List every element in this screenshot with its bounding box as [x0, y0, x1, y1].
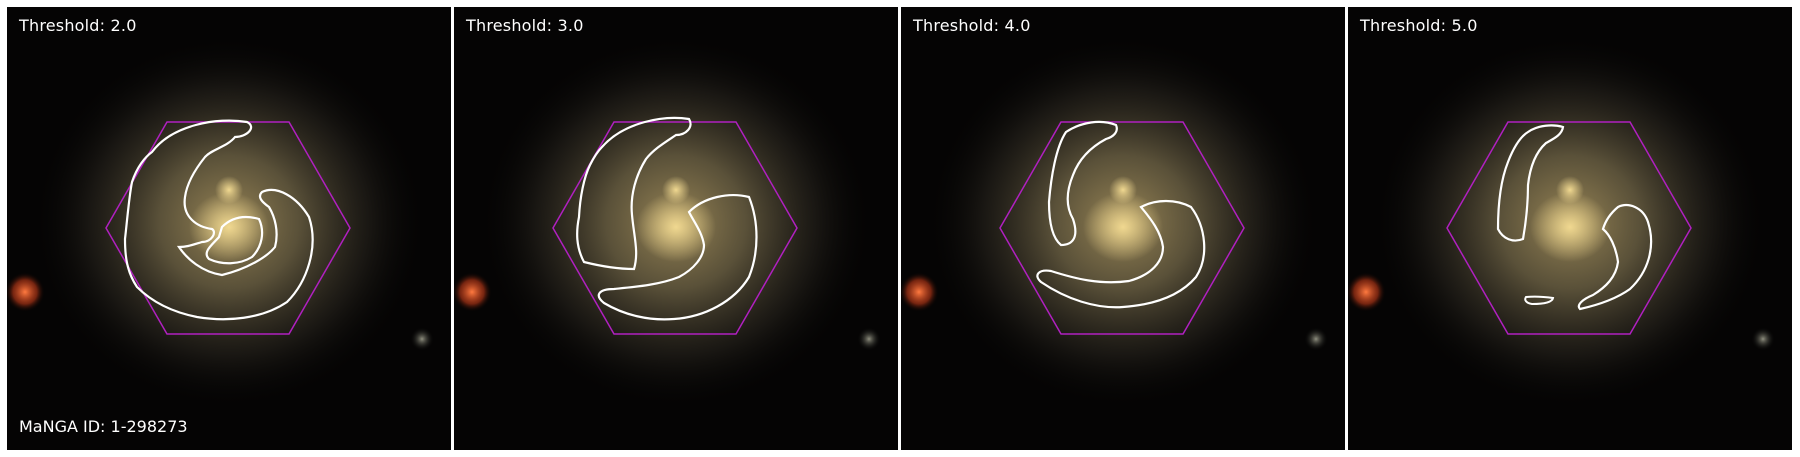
ifu-hexagon — [105, 121, 351, 335]
threshold-label: Threshold: 5.0 — [1360, 16, 1478, 35]
contour — [123, 119, 314, 321]
contour-fragment — [1524, 295, 1555, 306]
threshold-label: Threshold: 4.0 — [913, 16, 1031, 35]
panel-threshold-4: Threshold: 4.0 — [901, 7, 1345, 450]
panel-threshold-3: Threshold: 3.0 — [454, 7, 898, 450]
panel-threshold-5: Threshold: 5.0 — [1348, 7, 1792, 450]
galaxy-image — [7, 7, 451, 450]
threshold-label: Threshold: 3.0 — [466, 16, 584, 35]
galaxy-id-label: MaNGA ID: 1-298273 — [19, 417, 188, 436]
galaxy-image — [454, 7, 898, 450]
contour-arm — [597, 194, 758, 321]
ifu-hexagon — [999, 121, 1245, 335]
galaxy-image — [1348, 7, 1792, 450]
ifu-hexagon — [552, 121, 798, 335]
contour — [1047, 120, 1118, 247]
ifu-hexagon — [1446, 121, 1692, 335]
galaxy-image — [901, 7, 1345, 450]
contour — [1496, 124, 1565, 242]
contour-arm — [1036, 199, 1206, 309]
threshold-label: Threshold: 2.0 — [19, 16, 137, 35]
panel-threshold-2: Threshold: 2.0 MaNGA ID: 1-298273 — [7, 7, 451, 450]
contour-inner — [205, 216, 264, 265]
contour-arm — [1577, 204, 1653, 311]
contour — [576, 116, 692, 271]
